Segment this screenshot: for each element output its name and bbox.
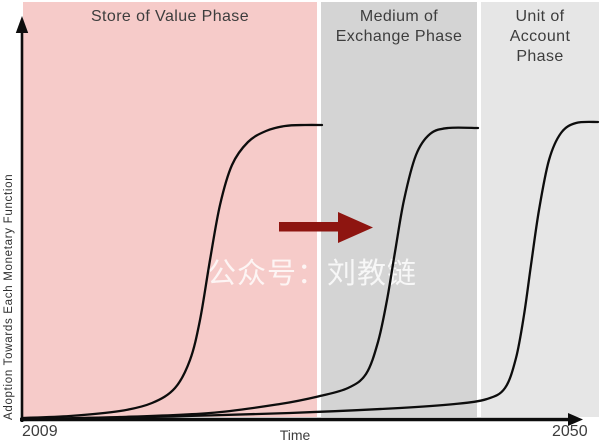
watermark-text: 公众号：刘教链: [207, 258, 418, 290]
y-axis-arrowhead: [15, 16, 29, 33]
region-label-store-of-value: Store of Value Phase: [90, 8, 250, 25]
region-medium-of-exchange: Medium of Exchange Phase: [321, 2, 477, 417]
region-label-medium-of-exchange: Medium of Exchange Phase: [335, 8, 463, 46]
phase-transition-arrow-icon: [279, 212, 373, 243]
adoption-curve-medium-of-exchange-curve: [20, 126, 480, 421]
x-axis-label: Time: [279, 427, 311, 443]
adoption-curve-unit-of-account-curve: [20, 120, 600, 422]
x-tick-2050: 2050: [552, 423, 588, 440]
y-axis-label: Adoption Towards Each Monetary Function: [3, 173, 15, 420]
region-store-of-value: Store of Value Phase: [23, 2, 317, 417]
region-label-unit-of-account: Unit of Account Phase: [509, 8, 571, 66]
x-axis-arrowhead: [568, 413, 583, 426]
x-tick-2009: 2009: [22, 423, 58, 440]
adoption-curve-store-of-value-curve: [20, 123, 324, 420]
